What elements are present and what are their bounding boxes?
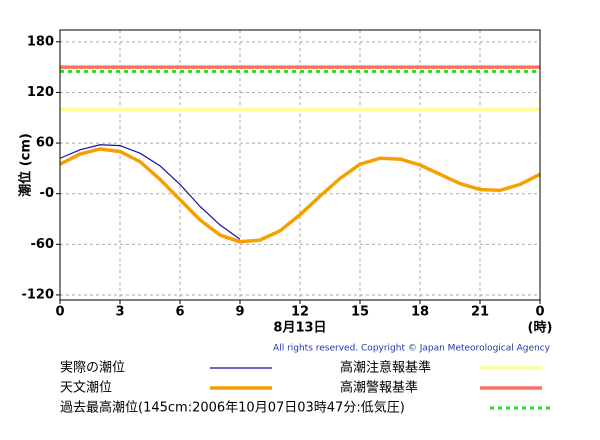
x-tick-label: 0 (55, 305, 64, 320)
legend-label: 過去最高潮位(145cm:2006年10月07日03時47分:低気圧) (60, 400, 405, 416)
x-tick-label: 0 (535, 305, 544, 320)
copyright: All rights reserved. Copyright © Japan M… (273, 344, 551, 354)
y-tick-label: 180 (27, 34, 54, 49)
y-tick-label: -60 (31, 237, 55, 252)
legend-label: 天文潮位 (60, 381, 112, 396)
x-tick-label: 18 (411, 305, 429, 320)
plot-frame (59, 29, 541, 301)
legend-label: 高潮注意報基準 (340, 360, 431, 376)
y-tick-label: 120 (27, 85, 54, 100)
series-line (59, 147, 541, 244)
x-tick-label: 9 (235, 305, 244, 320)
x-tick-label: 15 (351, 305, 369, 320)
legend-label: 実際の潮位 (60, 360, 125, 376)
y-axis-label: 潮位 (cm) (18, 133, 34, 197)
x-tick-label: 6 (175, 305, 184, 320)
x-tick-label: 3 (115, 305, 124, 320)
x-tick-label: 12 (291, 305, 309, 320)
y-tick-label: -120 (21, 287, 54, 302)
x-axis-label: 8月13日 (273, 321, 326, 336)
y-tick-label: 60 (36, 136, 54, 151)
legend-label: 高潮警報基準 (340, 380, 418, 396)
x-tick-label: 21 (471, 305, 489, 320)
x-unit: (時) (528, 320, 553, 336)
series-line (59, 144, 241, 240)
y-tick-label: -0 (40, 186, 54, 201)
